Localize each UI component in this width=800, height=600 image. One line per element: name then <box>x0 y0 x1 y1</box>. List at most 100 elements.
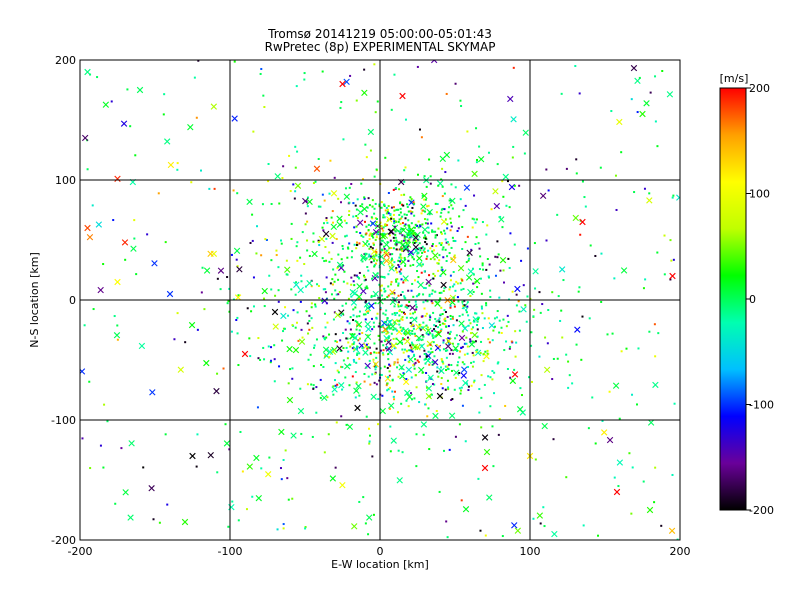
data-point <box>461 247 464 250</box>
data-point <box>410 212 413 215</box>
data-point <box>354 306 357 309</box>
data-point <box>400 304 403 307</box>
data-point <box>189 452 196 460</box>
data-point <box>443 309 446 312</box>
data-point <box>334 273 337 276</box>
data-point <box>410 346 413 349</box>
data-point <box>420 344 423 347</box>
data-point <box>383 298 386 301</box>
data-point <box>473 341 476 344</box>
data-point <box>488 322 496 329</box>
data-point <box>436 370 439 373</box>
data-point <box>530 380 533 383</box>
data-point <box>494 255 497 258</box>
data-point <box>284 449 287 452</box>
data-point <box>530 344 533 347</box>
data-point <box>438 367 445 375</box>
data-point <box>282 523 285 526</box>
data-point <box>448 288 451 291</box>
data-point <box>384 156 387 159</box>
data-point <box>333 280 336 283</box>
data-point <box>331 283 334 286</box>
data-point <box>471 226 474 229</box>
data-point <box>438 291 441 294</box>
data-point <box>355 321 363 328</box>
data-point <box>300 274 303 277</box>
data-point <box>402 378 410 386</box>
data-point <box>308 314 311 317</box>
data-point <box>419 338 422 341</box>
data-point <box>562 279 565 282</box>
data-point <box>398 319 401 322</box>
data-point <box>654 355 657 358</box>
y-tick-label: 200 <box>55 54 76 67</box>
data-point <box>431 302 434 305</box>
data-point <box>133 237 136 240</box>
data-point <box>304 212 307 215</box>
data-point <box>306 239 309 242</box>
data-point <box>261 287 268 295</box>
data-point <box>383 204 386 207</box>
data-point <box>417 361 420 364</box>
data-point <box>274 173 281 180</box>
data-point <box>350 295 353 298</box>
data-point <box>454 376 457 379</box>
data-point <box>358 352 361 355</box>
data-point <box>409 344 412 347</box>
data-point <box>259 72 262 75</box>
data-point <box>382 232 385 235</box>
data-point <box>312 387 315 390</box>
data-point <box>396 361 399 364</box>
data-point <box>453 388 456 391</box>
data-point <box>259 358 262 361</box>
data-point <box>328 192 331 195</box>
data-point <box>451 207 454 210</box>
data-point <box>613 277 616 280</box>
data-point <box>271 308 279 316</box>
data-point <box>676 538 679 540</box>
data-point <box>349 345 352 348</box>
data-point <box>295 281 298 284</box>
data-point <box>414 361 417 364</box>
data-point <box>478 411 481 414</box>
data-point <box>424 241 427 244</box>
data-point <box>434 230 437 233</box>
data-point <box>404 358 407 361</box>
data-point <box>323 338 326 341</box>
data-point <box>416 359 419 362</box>
data-point <box>339 339 342 342</box>
data-point <box>346 337 349 340</box>
data-point <box>417 281 424 289</box>
data-point <box>325 217 328 220</box>
data-point <box>381 233 384 236</box>
data-point <box>388 402 395 409</box>
data-point <box>378 379 381 382</box>
data-point <box>393 305 396 308</box>
data-point <box>319 396 322 399</box>
data-point <box>476 335 479 338</box>
data-point <box>401 234 404 237</box>
data-point <box>431 250 434 253</box>
data-point <box>420 421 428 428</box>
x-axis-label: E-W location [km] <box>331 558 429 571</box>
data-point <box>462 287 465 290</box>
data-point <box>423 286 426 289</box>
data-point <box>427 350 430 353</box>
data-point <box>450 225 453 228</box>
data-point <box>594 254 597 257</box>
data-point <box>388 335 391 338</box>
data-point <box>380 349 383 352</box>
data-point <box>543 525 546 528</box>
data-point <box>333 297 336 300</box>
data-point <box>462 305 465 308</box>
data-point <box>377 334 380 337</box>
data-point <box>367 128 375 136</box>
data-point <box>329 159 332 162</box>
data-point <box>403 213 406 216</box>
data-point <box>375 218 378 221</box>
data-point <box>373 255 376 258</box>
data-point <box>390 259 393 262</box>
data-point <box>442 289 445 292</box>
data-point <box>310 317 313 320</box>
data-point <box>493 392 496 395</box>
